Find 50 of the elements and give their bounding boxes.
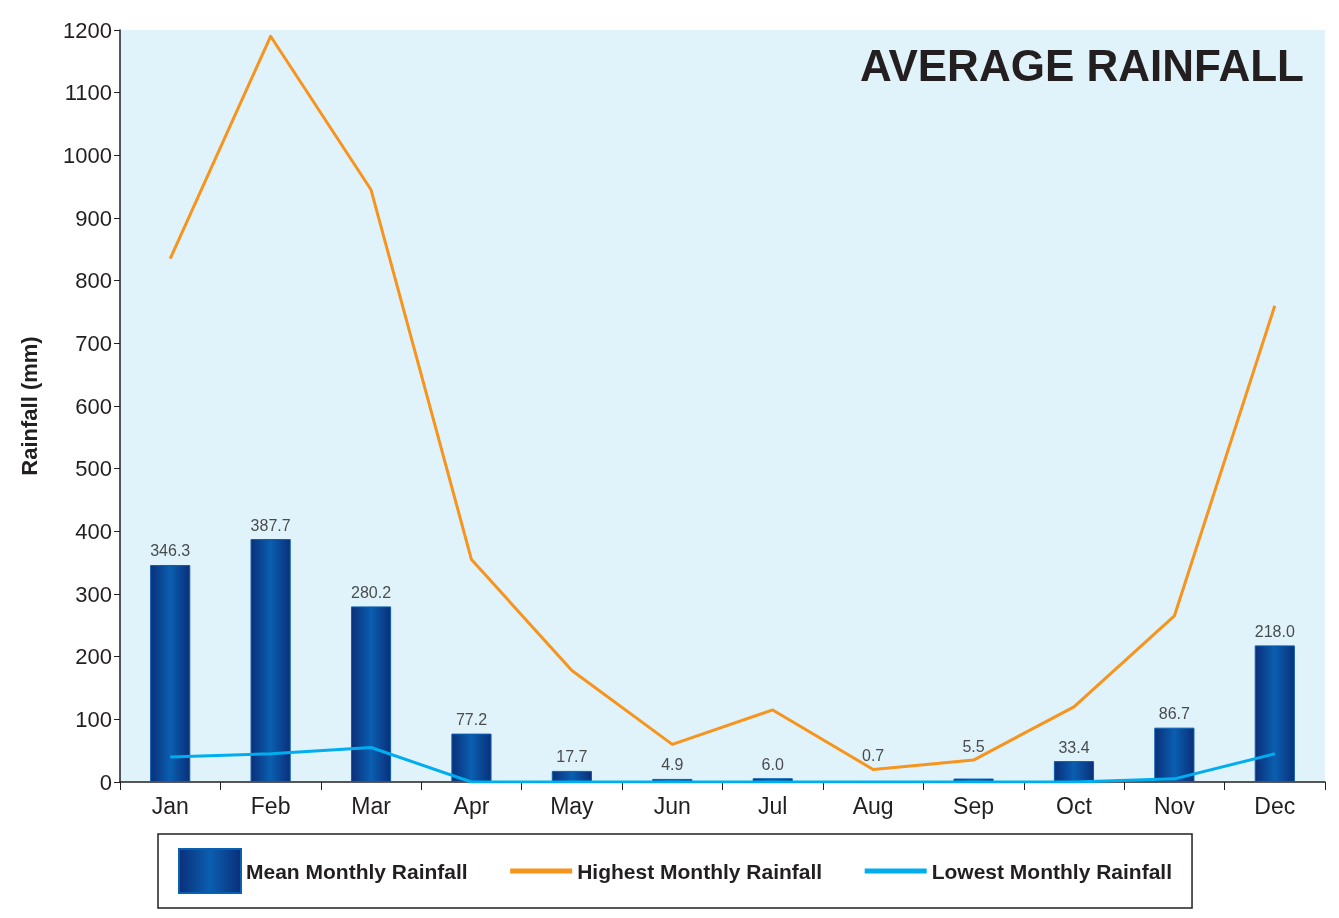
x-tick-label: Apr — [453, 792, 490, 819]
data-label: 77.2 — [455, 711, 488, 729]
y-tick-label: 400 — [75, 518, 112, 544]
x-tick-label: Oct — [1056, 792, 1093, 819]
data-label: 218.0 — [1254, 622, 1295, 640]
bar — [350, 606, 392, 782]
x-tick-label: Jun — [653, 792, 691, 819]
y-tick-label: 300 — [75, 581, 112, 607]
x-tick-label: Jan — [151, 792, 189, 819]
x-tick-label: Feb — [250, 792, 291, 819]
y-tick-label: 1100 — [64, 80, 112, 106]
data-label: 280.2 — [351, 583, 392, 601]
x-tick-label: Jul — [758, 792, 788, 819]
legend-label: Mean Monthly Rainfall — [246, 859, 468, 883]
bar — [250, 539, 291, 782]
legend-label: Lowest Monthly Rainfall — [931, 859, 1173, 883]
bar — [551, 770, 592, 782]
data-label: 6.0 — [761, 755, 784, 773]
data-label: 0.7 — [862, 746, 885, 764]
x-tick-label: Sep — [953, 792, 995, 819]
y-tick-label: 200 — [75, 644, 112, 670]
y-tick-label: 1200 — [63, 17, 112, 43]
y-axis-title: Rainfall (mm) — [16, 336, 42, 476]
data-label: 86.7 — [1158, 705, 1191, 723]
data-label: 17.7 — [556, 748, 588, 766]
x-tick-label: Dec — [1254, 792, 1296, 819]
legend-label: Highest Monthly Rainfall — [577, 859, 823, 883]
bar — [451, 733, 492, 782]
x-tick-label: May — [550, 792, 595, 819]
data-label: 4.9 — [661, 756, 684, 774]
x-tick-label: Mar — [351, 792, 392, 819]
data-label: 33.4 — [1058, 738, 1090, 756]
y-tick-label: 800 — [75, 268, 112, 294]
y-tick-label: 1000 — [63, 142, 112, 168]
data-label: 387.7 — [250, 516, 291, 534]
y-tick-label: 700 — [75, 330, 112, 356]
x-tick-label: Aug — [852, 792, 894, 819]
chart-title: AVERAGE RAINFALL — [859, 40, 1305, 90]
data-label: 5.5 — [962, 737, 985, 755]
bar — [1053, 761, 1095, 782]
x-tick-label: Nov — [1153, 792, 1196, 819]
bar — [1154, 727, 1195, 782]
data-label: 346.3 — [150, 542, 191, 560]
bar — [150, 564, 191, 782]
y-tick-label: 500 — [75, 456, 112, 482]
y-tick-label: 100 — [75, 706, 112, 732]
y-tick-label: 900 — [75, 205, 112, 231]
y-tick-label: 600 — [75, 393, 112, 419]
bar — [1254, 645, 1295, 782]
y-tick-label: 0 — [99, 769, 112, 795]
